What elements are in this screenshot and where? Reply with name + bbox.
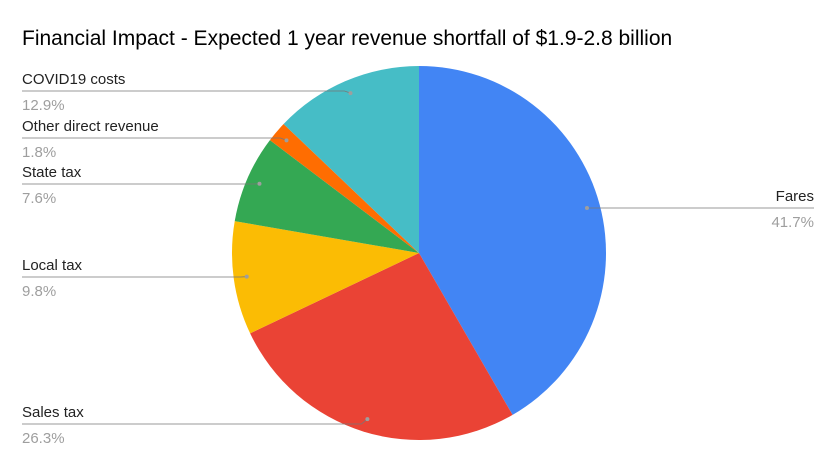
leader-dot-other-direct-revenue bbox=[285, 138, 289, 142]
slice-value-other-direct-revenue: 1.8% bbox=[22, 144, 56, 161]
chart-title: Financial Impact - Expected 1 year reven… bbox=[22, 27, 672, 50]
leader-line-other-direct-revenue bbox=[22, 138, 287, 140]
slice-value-sales-tax: 26.3% bbox=[22, 430, 65, 447]
slice-label-other-direct-revenue: Other direct revenue bbox=[22, 118, 159, 135]
slice-value-state-tax: 7.6% bbox=[22, 190, 56, 207]
slice-label-fares: Fares bbox=[776, 188, 814, 205]
pie-slices bbox=[232, 66, 606, 440]
slice-value-local-tax: 9.8% bbox=[22, 283, 56, 300]
leader-line-covid19-costs bbox=[22, 91, 350, 93]
leader-dot-covid19-costs bbox=[348, 91, 352, 95]
leader-dot-sales-tax bbox=[365, 417, 369, 421]
slice-value-fares: 41.7% bbox=[771, 214, 814, 231]
slice-value-covid19-costs: 12.9% bbox=[22, 97, 65, 114]
leader-dot-state-tax bbox=[257, 182, 261, 186]
slice-label-local-tax: Local tax bbox=[22, 257, 83, 274]
slice-label-covid19-costs: COVID19 costs bbox=[22, 71, 125, 88]
slice-label-sales-tax: Sales tax bbox=[22, 404, 84, 421]
leader-dot-fares bbox=[585, 206, 589, 210]
slice-label-state-tax: State tax bbox=[22, 164, 82, 181]
leader-dot-local-tax bbox=[245, 275, 249, 279]
